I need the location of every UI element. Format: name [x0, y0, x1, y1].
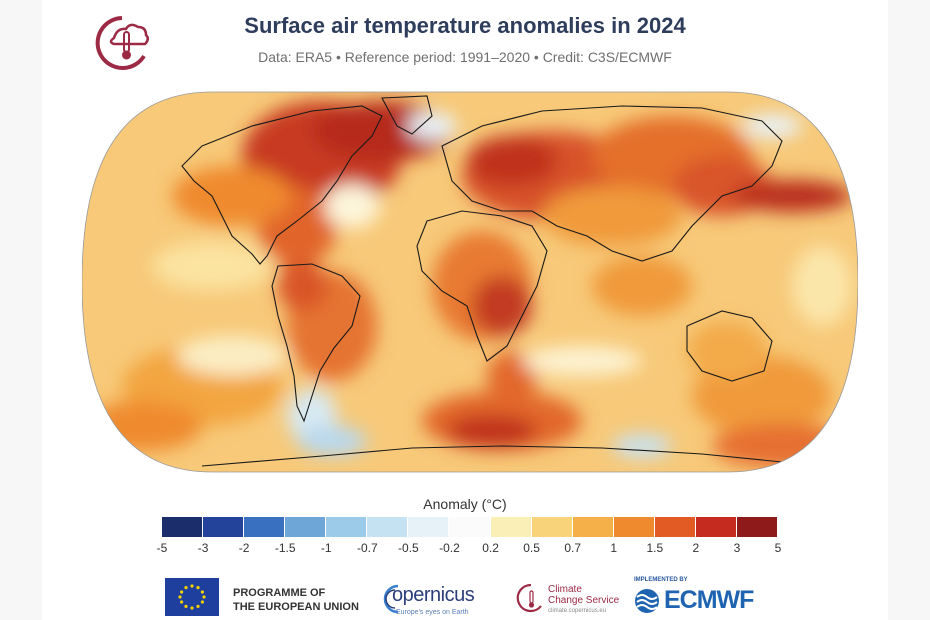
c3s-line-2: Change Service: [548, 595, 620, 606]
colorbar-swatch: [654, 517, 696, 537]
north-america-outline: [181, 105, 383, 265]
ecmwf-wordmark: ECMWF: [664, 586, 754, 614]
copernicus-wordmark: opernicus: [392, 584, 475, 606]
colorbar-tick-label: 1.5: [646, 541, 664, 555]
copernicus-tagline: Europe's eyes on Earth: [396, 609, 469, 616]
colorbar-ticks: -5 -3 -2 -1.5 -1 -0.7 -0.5 -0.2 0.2 0.5 0.7 1 1.5 2 3 5: [157, 541, 782, 557]
colorbar-tick-label: 0.5: [523, 541, 540, 555]
colorbar-swatch: [326, 517, 368, 537]
colorbar-swatch: [572, 517, 614, 537]
south-america-outline: [271, 263, 361, 423]
australia-outline: [686, 310, 773, 382]
colorbar-swatch: [367, 517, 409, 537]
colorbar-swatch: [203, 517, 245, 537]
map-border: [82, 91, 858, 473]
eu-programme-text: PROGRAMME OF THE EUROPEAN UNION: [233, 586, 359, 614]
copernicus-c-icon: [383, 584, 399, 614]
c3s-url: climate.copernicus.eu: [548, 608, 607, 614]
colorbar-tick-label: -1: [320, 541, 332, 555]
world-anomaly-map: [82, 91, 858, 473]
colorbar-tick-label: -0.2: [439, 541, 460, 555]
colorbar-tick-label: -1.5: [274, 541, 296, 555]
figure-subtitle: Data: ERA5 • Reference period: 1991–2020…: [258, 49, 672, 65]
colorbar-tick-label: 0.7: [564, 541, 581, 555]
colorbar-swatch: [613, 517, 655, 537]
left-margin: [0, 0, 42, 620]
colorbar-swatch: [449, 517, 491, 537]
colorbar-tick-label: 3: [733, 541, 741, 555]
colorbar-swatch: [695, 517, 737, 537]
eu-line-1: PROGRAMME OF: [233, 587, 326, 599]
c3s-small-logo: [516, 583, 542, 613]
c3s-text: Climate Change Service: [548, 584, 619, 606]
colorbar-tick-label: 1: [610, 541, 618, 555]
colorbar-swatch: [285, 517, 327, 537]
colorbar-tick-label: -0.5: [398, 541, 419, 555]
greenland-outline: [381, 95, 433, 135]
ecmwf-wave-icon: [635, 589, 659, 613]
colorbar-swatch: [531, 517, 573, 537]
colorbar-swatch: [162, 517, 204, 537]
colorbar-swatch: [490, 517, 532, 537]
colorbar-swatch: [408, 517, 450, 537]
legend-title: Anomaly (°C): [423, 496, 507, 512]
right-margin: [888, 0, 930, 620]
coastlines: [181, 95, 803, 467]
eu-line-2: THE EUROPEAN UNION: [233, 601, 359, 613]
colorbar-tick-label: -2: [238, 541, 250, 555]
africa-outline: [416, 210, 548, 362]
colorbar-tick-label: -3: [197, 541, 209, 555]
c3s-line-1: Climate: [548, 584, 582, 595]
colorbar-tick-label: 5: [774, 541, 782, 555]
colorbar-tick-label: -5: [156, 541, 168, 555]
colorbar: [162, 517, 778, 537]
c3s-thermometer-logo: [95, 16, 149, 70]
colorbar-tick-label: 2: [692, 541, 700, 555]
anomaly-field: [82, 101, 852, 468]
eu-flag-logo: [165, 578, 219, 616]
antarctica-outline: [201, 445, 803, 467]
colorbar-tick-label: 0.2: [482, 541, 499, 555]
eurasia-outline: [441, 105, 783, 262]
colorbar-tick-label: -0.7: [356, 541, 378, 555]
figure-title: Surface air temperature anomalies in 202…: [244, 13, 686, 38]
colorbar-swatch: [736, 517, 778, 537]
colorbar-swatch: [244, 517, 286, 537]
ecmwf-implemented-by: IMPLEMENTED BY: [634, 577, 688, 583]
